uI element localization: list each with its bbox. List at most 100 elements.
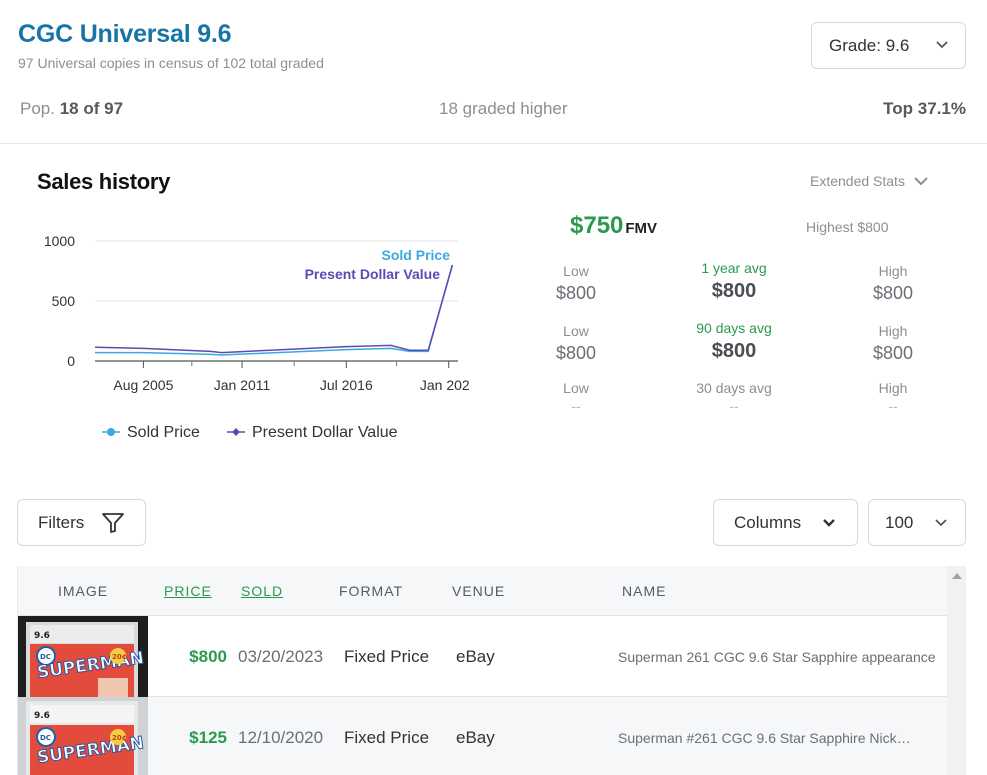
- comic-cover-image: 9.6 DC SUPERMAN 20¢: [18, 697, 148, 775]
- legend-marker-present-dollar-value: [232, 428, 240, 436]
- pop-prefix: Pop.: [20, 99, 55, 118]
- slab-grade-text: 9.6: [34, 711, 50, 721]
- census-header: CGC Universal 9.6 97 Universal copies in…: [0, 0, 987, 144]
- price-tag-text: 20¢: [112, 653, 127, 661]
- stat-value: $800: [555, 283, 597, 303]
- per-page-select[interactable]: 100: [868, 499, 966, 546]
- stat-avg: 1 year avg $800: [664, 260, 804, 303]
- pop-value: 18 of 97: [59, 99, 124, 118]
- population-stat: Pop. 18 of 97: [20, 99, 123, 119]
- stat-label: High: [878, 263, 908, 279]
- annotation-present-dollar-value: Present Dollar Value: [305, 266, 441, 282]
- stat-low: Low --: [506, 380, 646, 414]
- y-tick-label: 1000: [44, 233, 75, 249]
- per-page-value: 100: [885, 512, 914, 532]
- table-row[interactable]: 9.6 DC SUPERMAN 20¢ $125 12/10/2020 Fixe…: [18, 697, 947, 775]
- highest-price: Highest $800: [806, 219, 889, 235]
- table-row[interactable]: 9.6 DC SUPERMAN 20¢ $800 03/20/2023 Fixe…: [18, 616, 947, 697]
- legend-marker-sold-price: [107, 428, 115, 436]
- stat-avg: 90 days avg $800: [664, 320, 804, 363]
- stat-avg: 30 days avg --: [664, 380, 804, 414]
- top-percent-stat: Top 37.1%: [883, 99, 966, 118]
- stat-high: High $800: [823, 263, 963, 304]
- columns-label: Columns: [734, 512, 802, 532]
- column-header-image: IMAGE: [58, 583, 109, 599]
- sale-venue: eBay: [456, 728, 495, 747]
- sale-venue: eBay: [456, 647, 495, 666]
- sales-history-title: Sales history: [37, 169, 171, 194]
- svg-text:DC: DC: [40, 734, 51, 742]
- svg-text:DC: DC: [40, 653, 51, 661]
- stat-label: Low: [563, 323, 589, 339]
- stat-label: Low: [563, 263, 589, 279]
- sale-format: Fixed Price: [344, 728, 430, 747]
- chevron-down-icon: [936, 41, 948, 49]
- table-header: IMAGE PRICE SOLD FORMAT VENUE NAME: [18, 566, 947, 616]
- x-tick-label: Jul 2016: [320, 377, 373, 393]
- chevron-down-icon: [935, 519, 947, 527]
- sales-history-chart: 0 500 1000 Aug 2005 Jan 2011 Jul 2016 Jan 2022…: [44, 233, 470, 441]
- y-tick-label: 500: [52, 293, 76, 309]
- sale-price: $125: [189, 728, 227, 747]
- stat-value: $800: [711, 340, 757, 362]
- table-scrollbar[interactable]: [947, 566, 966, 775]
- chevron-down-icon: [823, 519, 835, 527]
- series-line-present-dollar-value: [94, 264, 454, 354]
- stat-label: 30 days avg: [696, 380, 772, 396]
- x-tick-label: Jan 2011: [214, 377, 271, 393]
- stat-label: High: [878, 323, 908, 339]
- stat-value: --: [729, 398, 739, 414]
- scroll-up-arrow-icon[interactable]: [952, 573, 962, 579]
- stat-high: High $800: [823, 323, 963, 364]
- y-tick-label: 0: [67, 353, 75, 369]
- series-line-sold-price: [95, 264, 454, 356]
- graded-higher-stat: 18 graded higher: [439, 99, 568, 118]
- stat-value: $800: [872, 343, 914, 363]
- stat-value: $800: [555, 343, 597, 363]
- census-subtitle: 97 Universal copies in census of 102 tot…: [18, 55, 324, 71]
- stat-value: --: [888, 398, 898, 414]
- stat-value: --: [571, 398, 581, 414]
- chevron-down-icon: [914, 177, 928, 186]
- grade-title: CGC Universal 9.6: [18, 20, 232, 48]
- sale-date: 03/20/2023: [238, 647, 324, 666]
- stat-value: $800: [711, 280, 757, 302]
- listing-name[interactable]: Superman 261 CGC 9.6 Star Sapphire appea…: [618, 649, 936, 665]
- fmv-amount: $750: [570, 212, 624, 239]
- column-header-sold[interactable]: SOLD: [241, 583, 284, 599]
- stat-high: High --: [823, 380, 963, 414]
- stat-value: $800: [872, 283, 914, 303]
- comic-cover-image: 9.6 DC SUPERMAN 20¢: [18, 616, 148, 697]
- x-tick-label: Aug 2005: [113, 377, 173, 393]
- comic-thumbnail[interactable]: 9.6 DC SUPERMAN 20¢: [18, 697, 148, 775]
- column-header-price[interactable]: PRICE: [164, 583, 212, 599]
- columns-button[interactable]: Columns: [713, 499, 858, 546]
- grade-select-label: Grade: 9.6: [829, 35, 910, 55]
- price-tag-text: 20¢: [112, 734, 127, 742]
- comic-thumbnail[interactable]: 9.6 DC SUPERMAN 20¢: [18, 616, 148, 697]
- filters-button[interactable]: Filters: [17, 499, 146, 546]
- extended-stats-label: Extended Stats: [810, 173, 905, 189]
- stat-low: Low $800: [506, 263, 646, 304]
- x-tick-label: Jan 2022: [420, 377, 470, 393]
- stat-low: Low $800: [506, 323, 646, 364]
- filters-label: Filters: [38, 512, 85, 532]
- sale-format: Fixed Price: [344, 647, 430, 666]
- sale-date: 12/10/2020: [238, 728, 324, 747]
- column-header-name: NAME: [622, 583, 667, 599]
- sale-price: $800: [189, 647, 227, 666]
- slab-grade-text: 9.6: [34, 631, 50, 641]
- fmv-label: FMV: [625, 220, 658, 237]
- legend-label-sold-price: Sold Price: [127, 424, 200, 441]
- listing-name[interactable]: Superman #261 CGC 9.6 Star Sapphire Nick…: [618, 730, 911, 746]
- stat-label: High: [878, 380, 908, 396]
- stat-label: 90 days avg: [696, 320, 772, 336]
- grade-select[interactable]: Grade: 9.6: [811, 22, 966, 69]
- filter-icon: [102, 513, 124, 533]
- stat-label: Low: [563, 380, 589, 396]
- extended-stats-toggle[interactable]: Extended Stats: [810, 173, 929, 189]
- legend-label-present-dollar-value: Present Dollar Value: [252, 424, 398, 441]
- column-header-venue: VENUE: [452, 583, 506, 599]
- annotation-sold-price: Sold Price: [382, 247, 451, 263]
- sales-table: IMAGE PRICE SOLD FORMAT VENUE NAME 9.6 D…: [17, 566, 966, 775]
